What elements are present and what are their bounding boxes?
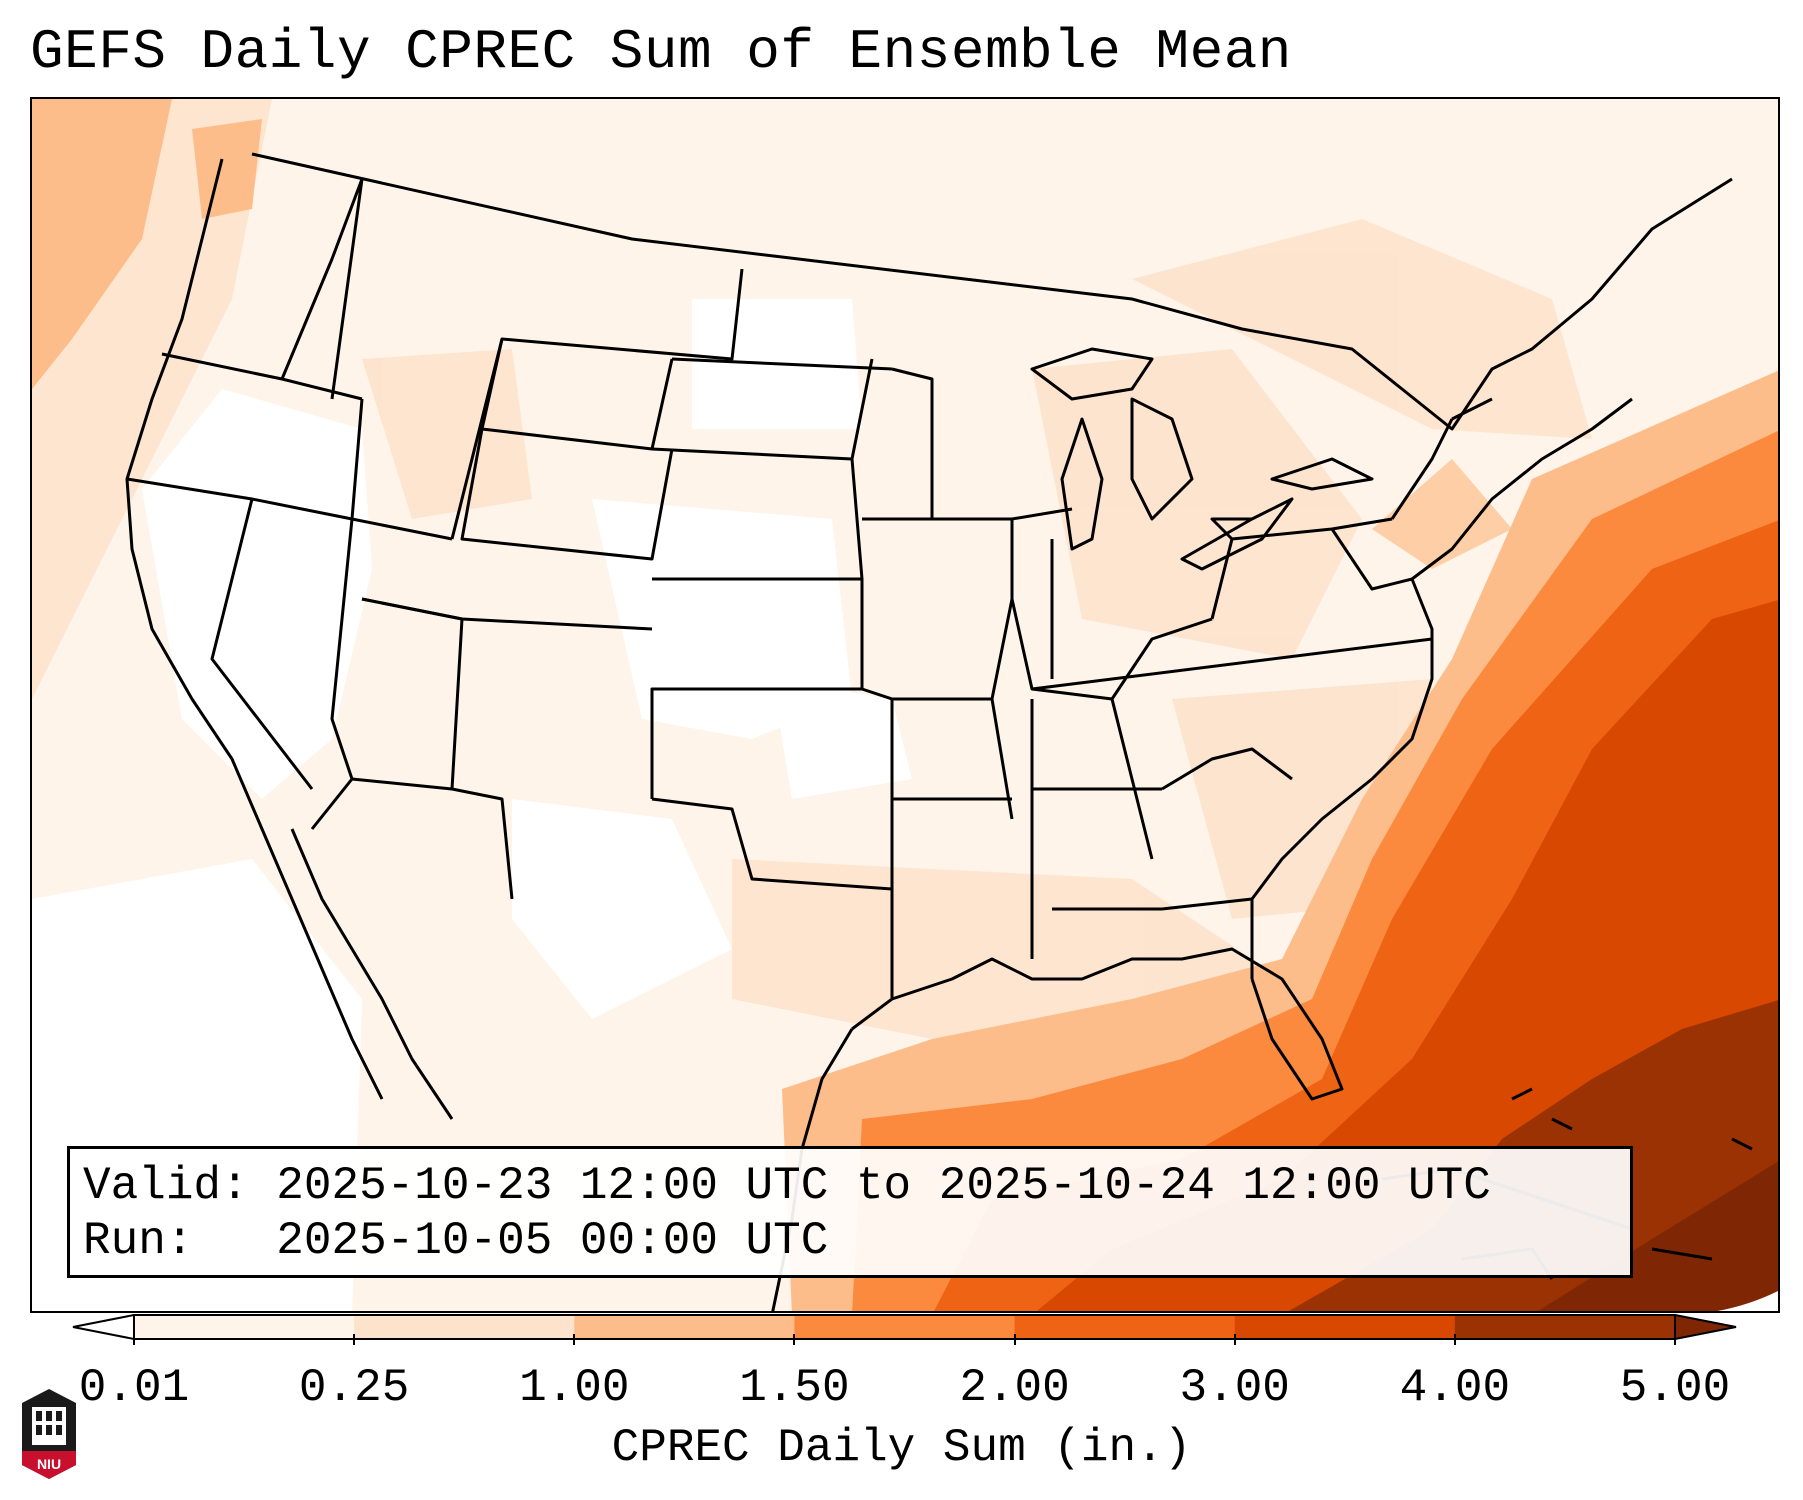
colorbar-tick-label: 0.01 [78, 1362, 190, 1414]
valid-label: Valid: [83, 1160, 249, 1212]
gulf-atlantic-precip [782, 370, 1778, 1311]
colorbar-segment [1234, 1315, 1456, 1339]
run-label: Run: [83, 1215, 194, 1267]
run-line: Run: 2025-10-05 00:00 UTC [83, 1214, 1617, 1269]
valid-value: 2025-10-23 12:00 UTC to 2025-10-24 12:00… [276, 1160, 1491, 1212]
colorbar-segment [1454, 1315, 1676, 1339]
colorbar [72, 1314, 1737, 1340]
colorbar-tick-mark [1013, 1334, 1016, 1345]
colorbar-tick-mark [573, 1334, 576, 1345]
colorbar-tick-mark [1233, 1334, 1236, 1345]
colorbar-tick-mark [1674, 1334, 1676, 1345]
colorbar-segment [354, 1315, 575, 1339]
info-box: Valid: 2025-10-23 12:00 UTC to 2025-10-2… [67, 1146, 1633, 1278]
run-value: 2025-10-05 00:00 UTC [276, 1215, 829, 1267]
colorbar-tick-label: 1.00 [519, 1362, 630, 1414]
colorbar-tick-label: 2.00 [959, 1362, 1070, 1414]
colorbar-tick-label: 1.50 [739, 1362, 850, 1414]
precipitation-map [30, 97, 1780, 1313]
colorbar-tick-mark [133, 1334, 135, 1345]
colorbar-tick-label: 3.00 [1179, 1362, 1290, 1414]
logo-text: NIU [37, 1456, 61, 1472]
colorbar-tick-label: 4.00 [1399, 1362, 1511, 1414]
map-title: GEFS Daily CPREC Sum of Ensemble Mean [30, 20, 1292, 84]
colorbar-tick-mark [353, 1334, 356, 1345]
niu-logo: NIU [22, 1389, 76, 1479]
colorbar-segment [794, 1315, 1016, 1339]
colorbar-tick-label: 0.25 [298, 1362, 410, 1414]
colorbar-tick-mark [793, 1334, 796, 1345]
colorbar-tick-mark [1453, 1334, 1456, 1345]
colorbar-segment [1014, 1315, 1236, 1339]
colorbar-border [133, 1314, 1676, 1340]
colorbar-segment [574, 1315, 795, 1339]
colorbar-ticks: 0.01 0.25 1.00 1.50 2.00 3.00 4.00 5.00 [0, 1334, 1803, 1424]
colorbar-segment [134, 1315, 355, 1339]
colorbar-tick-label: 5.00 [1619, 1362, 1731, 1414]
valid-line: Valid: 2025-10-23 12:00 UTC to 2025-10-2… [83, 1159, 1617, 1214]
pacific-precip [32, 99, 1512, 569]
colorbar-label: CPREC Daily Sum (in.) [611, 1422, 1192, 1474]
